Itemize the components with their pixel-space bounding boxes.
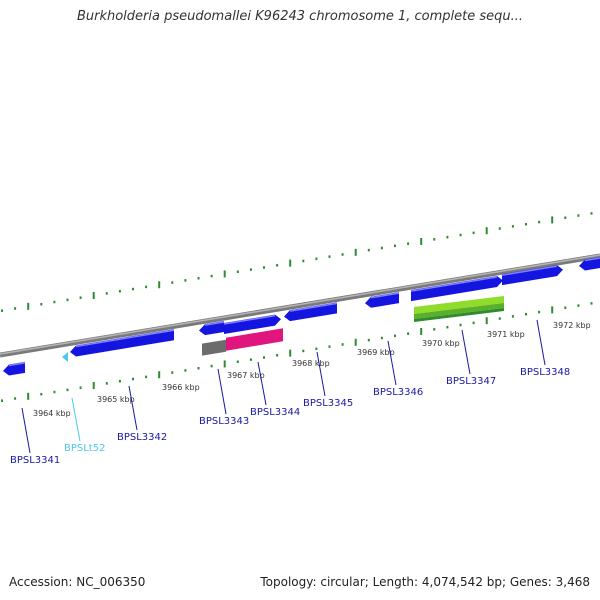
scale-ticks-upper (1, 212, 593, 312)
gene-bpsl3348[interactable] (502, 265, 563, 286)
gene-leader-line (128, 385, 138, 431)
gene-leader-line (461, 329, 471, 375)
gene-bpsl3348-shade (501, 265, 558, 276)
gene-next-shade (584, 257, 600, 262)
gene-label[interactable]: BPSL3345 (303, 398, 353, 409)
gene-bpsl3344-shade (223, 314, 276, 325)
gene-label[interactable]: BPSL3342 (117, 432, 167, 443)
backbone-line (0, 253, 600, 358)
gene-bpsl3345[interactable] (284, 302, 337, 322)
gene-leader-line (21, 407, 31, 454)
map-title: Burkholderia pseudomallei K96243 chromos… (76, 9, 524, 24)
gene-bpsl3344[interactable] (224, 314, 281, 335)
gene-bpsl3346[interactable] (365, 292, 399, 308)
scale-label: 3967 kbp (227, 371, 265, 380)
gene-labels: BPSL3341BPSLt52BPSL3342BPSL3343BPSL3344B… (10, 319, 570, 466)
gene-leader-line (257, 361, 267, 406)
scale-label: 3969 kbp (357, 348, 395, 357)
gene-label[interactable]: BPSL3346 (373, 387, 423, 398)
highlight-bpsl3344[interactable] (226, 328, 283, 351)
gene-leader-line (71, 397, 81, 442)
gene-label[interactable]: BPSL3347 (446, 376, 496, 387)
gene-bpsl3347[interactable] (411, 275, 503, 302)
gene-bpsl3347-shade (410, 276, 498, 292)
gene-bpsl3343a-shade (204, 321, 225, 326)
rna-band-mid (414, 303, 504, 319)
accession-text: Accession: NC_006350 (9, 575, 146, 589)
gene-label[interactable]: BPSL3341 (10, 455, 60, 466)
gene-next[interactable] (579, 256, 600, 271)
scale-label: 3968 kbp (292, 359, 330, 368)
scale-label: 3971 kbp (487, 330, 525, 339)
gene-label[interactable]: BPSL3348 (520, 367, 570, 378)
scale-label: 3970 kbp (422, 339, 460, 348)
pseudogene-bpsl3343[interactable] (202, 339, 226, 356)
gene-bpsl3346-shade (370, 292, 400, 299)
gene-leader-line (316, 351, 326, 397)
gene-bpsl3341-shade (8, 362, 26, 367)
gene-bpsl3341[interactable] (3, 361, 25, 376)
backbone-highlight (0, 254, 600, 355)
rna-band-dark (414, 308, 504, 322)
scale-label: 3965 kbp (97, 395, 135, 404)
gene-leader-line (387, 340, 397, 386)
rna-band[interactable] (414, 296, 504, 314)
trna-bpslt52[interactable] (62, 352, 68, 362)
gene-bpsl3345-shade (289, 302, 338, 312)
gene-label[interactable]: BPSL3344 (250, 407, 300, 418)
genome-summary: Topology: circular; Length: 4,074,542 bp… (260, 575, 590, 589)
gene-bpsl3342[interactable] (70, 329, 174, 357)
scale-ticks-lower (1, 302, 593, 402)
scale-label: 3972 kbp (553, 321, 591, 330)
gene-leader-line (217, 368, 227, 415)
gene-leader-line (536, 319, 546, 366)
gene-label[interactable]: BPSLt52 (64, 443, 105, 454)
scale-label: 3964 kbp (33, 409, 71, 418)
scale-label: 3966 kbp (162, 383, 200, 392)
chromosome-backbone (0, 253, 600, 358)
scale-labels: 3964 kbp 3965 kbp 3966 kbp 3967 kbp 3968 kbp… (33, 321, 591, 418)
gene-bpsl3342-shade (75, 329, 175, 348)
gene-label[interactable]: BPSL3343 (199, 416, 249, 427)
gene-features (3, 256, 600, 376)
